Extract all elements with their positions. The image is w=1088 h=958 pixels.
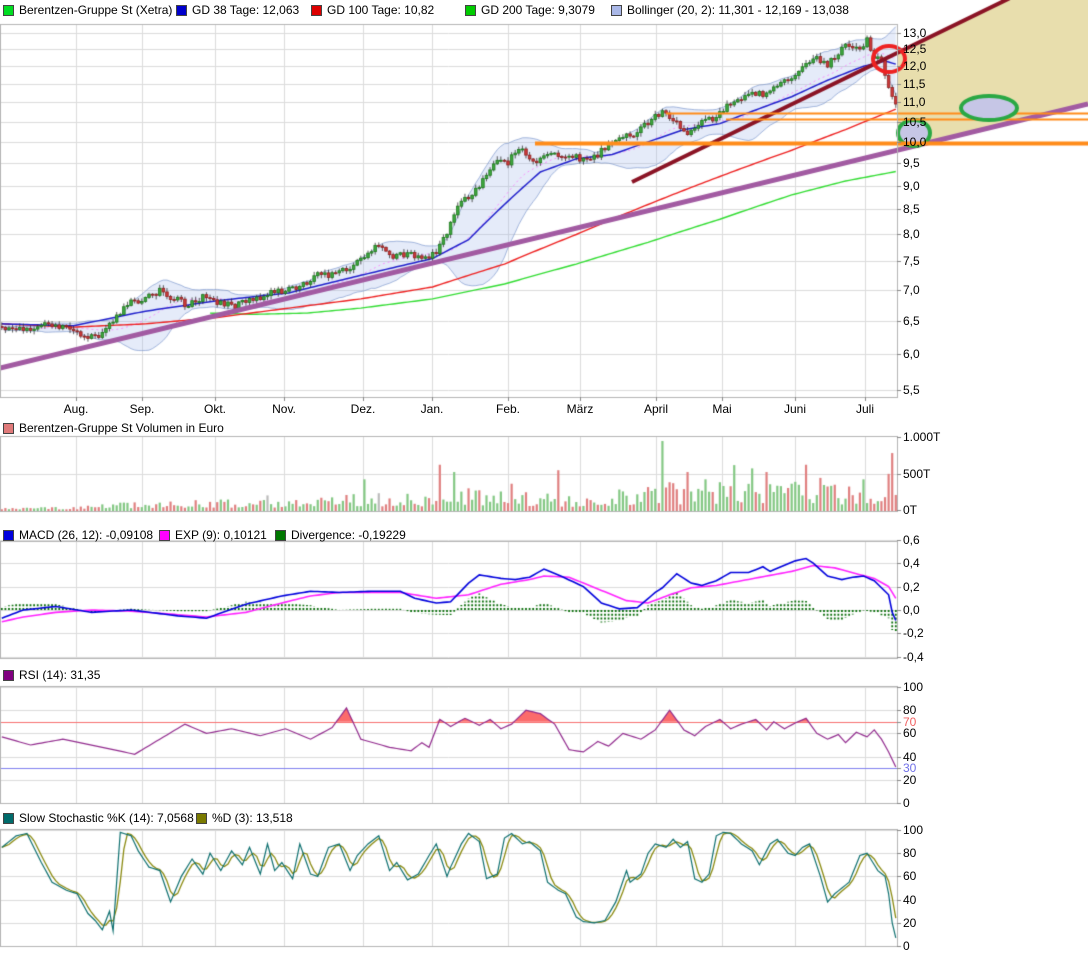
legend-swatch-icon (275, 529, 286, 541)
legend-item-main-1: GD 38 Tage: 12,063 (176, 3, 299, 17)
price-axis-tick: 10,5 (903, 114, 927, 129)
legend-label: Berentzen-Gruppe St (Xetra) (19, 3, 173, 17)
month-axis-label: April (643, 402, 669, 416)
month-axis-label: Sep. (129, 402, 155, 416)
legend-label: GD 100 Tage: 10,82 (327, 3, 435, 17)
legend-label: GD 38 Tage: 12,063 (192, 3, 300, 17)
legend-label: EXP (9): 0,10121 (175, 528, 267, 542)
macd-axis-tick: 0,4 (903, 556, 920, 571)
price-axis-tick: 12,5 (903, 42, 927, 57)
month-axis-label: Mai (712, 402, 732, 416)
main-chart-legend: Berentzen-Gruppe St (Xetra) GD 38 Tage: 1… (0, 3, 1088, 17)
price-axis-tick: 13,0 (903, 26, 927, 40)
legend-swatch-icon (159, 529, 170, 541)
volume-axis-tick: 0T (903, 503, 918, 517)
legend-item-macd-0: MACD (26, 12): -0,09108 (3, 528, 153, 542)
month-axis-label: Nov. (272, 402, 296, 416)
stochastic-axis-tick: 40 (903, 892, 917, 907)
macd-axis-tick: -0,4 (903, 649, 924, 664)
volume-axis-tick: 500T (903, 466, 931, 481)
legend-swatch-icon (3, 422, 14, 434)
month-axis-label: Feb. (495, 402, 521, 416)
legend-swatch-icon (196, 812, 207, 824)
stochastic-axis-tick: 20 (903, 915, 917, 930)
legend-item-volume-0: Berentzen-Gruppe St Volumen in Euro (3, 421, 224, 435)
legend-swatch-icon (3, 669, 14, 681)
month-axis-label: Juni (783, 402, 807, 416)
rsi-axis-tick: 100 (903, 680, 924, 694)
macd-axis-tick: -0,2 (903, 626, 924, 641)
legend-item-stochastic-1: %D (3): 13,518 (196, 811, 293, 825)
macd-axis-tick: 0,6 (903, 532, 920, 547)
price-axis-tick: 6,5 (903, 313, 920, 328)
legend-label: Slow Stochastic %K (14): 7,0568 (19, 811, 194, 825)
legend-label: RSI (14): 31,35 (19, 668, 101, 682)
price-axis-tick: 11,5 (903, 76, 926, 91)
rsi-axis-tick: 80 (903, 703, 917, 718)
price-axis-tick: 11,0 (903, 95, 926, 110)
rsi-axis-tick: 40 (903, 749, 917, 764)
stochastic-axis-tick: 80 (903, 846, 917, 861)
legend-swatch-icon (465, 4, 476, 16)
legend-label: %D (3): 13,518 (212, 811, 293, 825)
price-axis-tick: 5,5 (903, 383, 920, 397)
legend-item-stochastic-0: Slow Stochastic %K (14): 7,0568 (3, 811, 194, 825)
legend-item-main-0: Berentzen-Gruppe St (Xetra) (3, 3, 172, 17)
legend-swatch-icon (3, 4, 14, 16)
legend-label: MACD (26, 12): -0,09108 (19, 528, 154, 542)
rsi-axis-tick: 70 (903, 714, 917, 729)
legend-swatch-icon (611, 4, 622, 16)
price-axis-tick: 9,5 (903, 156, 920, 171)
price-axis-tick: 7,5 (903, 254, 920, 269)
month-axis-label: Juli (855, 402, 875, 416)
volume-axis-tick: 1.000T (903, 430, 941, 444)
legend-item-rsi-0: RSI (14): 31,35 (3, 668, 100, 682)
price-axis-tick: 8,5 (903, 202, 920, 217)
legend-label: Bollinger (20, 2): 11,301 - 12,169 - 13,… (627, 3, 849, 17)
stochastic-axis-tick: 0 (903, 939, 910, 953)
legend-item-main-4: Bollinger (20, 2): 11,301 - 12,169 - 13,… (611, 3, 849, 17)
month-axis-label: März (566, 402, 594, 416)
macd-axis-tick: 0,2 (903, 579, 920, 594)
legend-swatch-icon (3, 529, 14, 541)
price-axis-tick: 10,0 (903, 134, 927, 149)
price-axis-tick: 8,0 (903, 227, 920, 242)
rsi-axis-tick: 60 (903, 726, 917, 741)
legend-item-macd-1: EXP (9): 0,10121 (159, 528, 267, 542)
price-axis-tick: 12,0 (903, 59, 927, 74)
rsi-axis-tick: 20 (903, 772, 917, 787)
price-axis-tick: 7,0 (903, 282, 920, 297)
legend-label: Berentzen-Gruppe St Volumen in Euro (19, 421, 224, 435)
legend-item-macd-2: Divergence: -0,19229 (275, 528, 406, 542)
legend-swatch-icon (176, 4, 187, 16)
legend-swatch-icon (3, 812, 14, 824)
price-axis-tick: 6,0 (903, 346, 920, 361)
month-axis-label: Jan. (420, 402, 444, 416)
month-axis-label: Okt. (203, 402, 227, 416)
price-axis-tick: 9,0 (903, 178, 920, 193)
rsi-axis-tick: 0 (903, 796, 910, 810)
month-axis-label: Aug. (63, 402, 89, 416)
stochastic-axis-tick: 100 (903, 823, 924, 837)
legend-item-main-2: GD 100 Tage: 10,82 (311, 3, 434, 17)
legend-swatch-icon (311, 4, 322, 16)
rsi-axis-tick: 30 (903, 761, 917, 776)
month-axis-label: Dez. (350, 402, 376, 416)
stochastic-axis-tick: 60 (903, 869, 917, 884)
legend-label: GD 200 Tage: 9,3079 (481, 3, 595, 17)
macd-axis-tick: 0,0 (903, 603, 920, 617)
legend-label: Divergence: -0,19229 (291, 528, 406, 542)
legend-item-main-3: GD 200 Tage: 9,3079 (465, 3, 595, 17)
